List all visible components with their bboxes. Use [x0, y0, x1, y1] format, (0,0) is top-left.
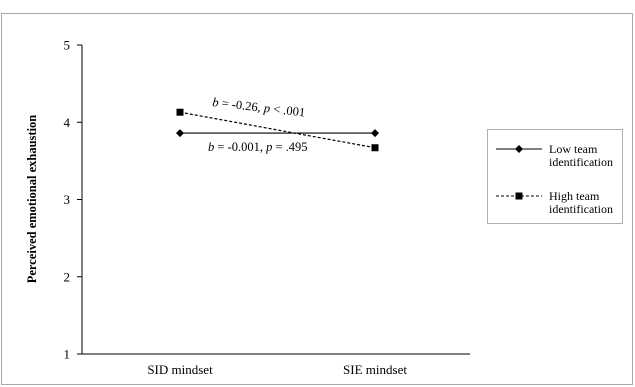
x-tick-label: SIE mindset: [343, 362, 407, 377]
legend-label: High team: [549, 189, 600, 203]
annotation-part: p: [265, 140, 272, 154]
y-tick-label: 4: [64, 115, 71, 130]
y-tick-label: 1: [64, 347, 71, 362]
square-marker: [371, 144, 379, 152]
series-high-team-identification: [176, 108, 379, 152]
legend-square-marker: [515, 192, 523, 200]
annotation-part: = -0.001,: [214, 140, 266, 154]
legend-label: identification: [549, 155, 613, 169]
x-tick-label: SID mindset: [147, 362, 213, 377]
annotation-low-slope: b = -0.001, p = .495: [208, 140, 308, 154]
legend-label: identification: [549, 202, 613, 216]
annotation-part: b: [208, 140, 214, 154]
legend-label: Low team: [549, 142, 598, 156]
x-ticks: SID mindset SIE mindset: [147, 362, 407, 377]
series-low-team-identification: [176, 129, 379, 138]
series-layer: [176, 108, 379, 152]
annotation-part: = .495: [272, 140, 307, 154]
legend-diamond-marker: [515, 145, 523, 153]
y-tick-label: 5: [64, 38, 71, 53]
diamond-marker: [371, 129, 379, 138]
legend: Low team identification High team identific…: [487, 129, 623, 224]
annotation-part: = -0.26,: [218, 96, 265, 115]
axes: [81, 45, 470, 355]
annotation-part: b: [212, 95, 220, 110]
y-ticks: 1 2 3 4 5: [64, 38, 82, 362]
diamond-marker: [176, 129, 184, 138]
y-axis-label: Perceived emotional exhaustion: [25, 115, 39, 284]
y-tick-label: 3: [64, 192, 71, 207]
square-marker: [176, 108, 184, 116]
series-line: [179, 111, 376, 149]
annotation-part: p: [262, 101, 271, 116]
annotation-high-slope: b = -0.26, p < .001: [212, 95, 306, 119]
annotation-part: < .001: [269, 102, 306, 120]
y-tick-label: 2: [64, 269, 71, 284]
